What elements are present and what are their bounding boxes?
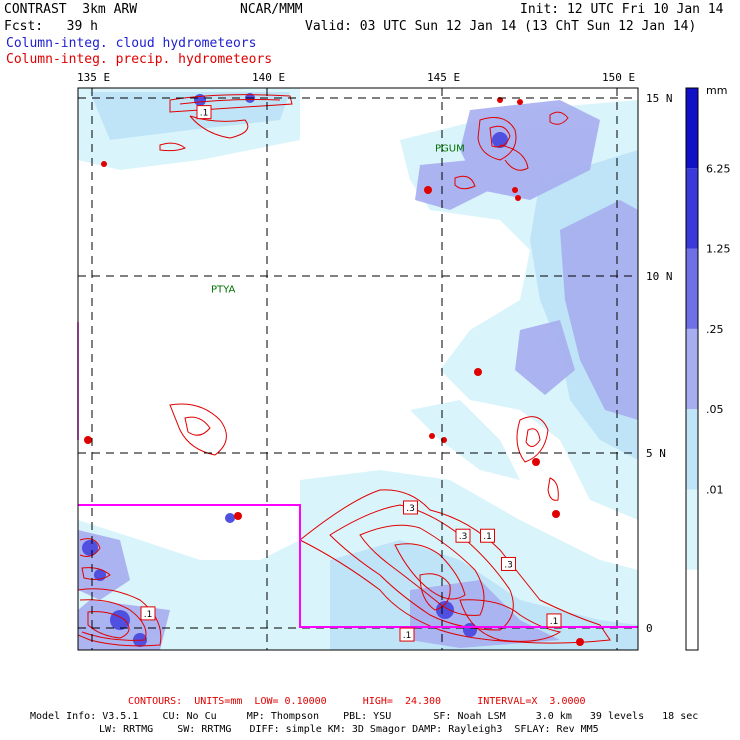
contour-labels: .1 .3 .3 .1 .3 .1 .1 .1 [140,105,562,642]
lon-label-145: 145 E [427,71,461,84]
contour-label-box [455,528,471,543]
contour-label-text: .3 [459,532,468,542]
model-info-line2: LW: RRTMG SW: RRTMG DIFF: simple KM: 3D … [99,724,599,735]
contour-label-box [501,556,516,571]
contour-label-box [480,528,495,543]
colorbar-segment [686,248,698,329]
station-label: PGUM [435,143,465,154]
colorbar-segment [686,489,698,570]
colorbar-label: .05 [706,403,724,416]
contour-info: CONTOURS: UNITS=mm LOW= 0.10000 HIGH= 24… [128,696,586,707]
colorbar: 6.25 1.25 .25 .05 .01 mm [685,84,731,651]
valid-time: Valid: 03 UTC Sun 12 Jan 14 (13 ChT Sun … [305,19,697,34]
lat-label-10n: 10 N [646,270,673,283]
contour-label-text: .1 [550,617,559,627]
contour-label-box [546,613,562,628]
contour-label-box [140,606,156,621]
map-frame [77,87,639,651]
cloud-legend-label: Column-integ. cloud hydrometeors [6,36,257,51]
colorbar-segment [686,88,698,169]
colorbar-label: .01 [706,483,724,496]
contour-label-text: .3 [504,560,513,570]
lat-label-5n: 5 N [646,447,666,460]
colorbar-segment [686,328,698,410]
field-layer [78,88,638,650]
colorbar-label: 1.25 [706,243,731,256]
station-labels: PGUM PTYA [211,143,465,295]
colorbar-segment [686,168,698,249]
colorbar-segment [686,569,698,650]
station-label: PTYA [211,285,235,296]
lon-label-140: 140 E [252,71,286,84]
contour-label-box [399,627,415,642]
colorbar-segment [686,409,698,490]
lat-label-15n: 15 N [646,92,673,105]
nested-domain-outline [78,504,638,628]
contour-label-box [403,500,418,515]
precip-legend-label: Column-integ. precip. hydrometeors [6,52,273,67]
contour-label-box [196,105,212,120]
contour-label-text: .1 [483,532,492,542]
contour-label-text: .1 [403,631,412,641]
colorbar-label: 6.25 [706,162,731,175]
lat-label-0: 0 [646,622,653,635]
contour-label-text: .1 [144,610,153,620]
lon-label-135: 135 E [77,71,111,84]
forecast-hour: Fcst: 39 h [4,19,98,34]
model-info-line1: Model Info: V3.5.1 CU: No Cu MP: Thompso… [30,711,699,722]
institution-label: NCAR/MMM [240,2,303,17]
colorbar-label: .25 [706,323,724,336]
model-title: CONTRAST 3km ARW [4,2,138,17]
lon-label-150: 150 E [602,71,636,84]
contour-label-text: .3 [406,504,415,514]
colorbar-frame [685,87,699,651]
colorbar-unit: mm [706,84,727,97]
contour-label-text: .1 [200,109,209,119]
init-time: Init: 12 UTC Fri 10 Jan 14 [520,2,724,17]
